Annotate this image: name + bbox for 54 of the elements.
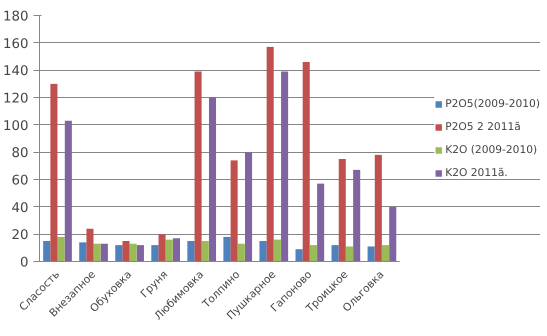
legend-label: K2O (2009-2010)	[445, 143, 538, 156]
bar	[194, 72, 202, 262]
bar	[187, 241, 194, 262]
bar	[94, 244, 101, 262]
legend-label: K2O 2011ã.	[445, 166, 508, 179]
bar	[266, 46, 274, 262]
bar	[58, 236, 65, 262]
y-tick-label: 100	[3, 118, 29, 134]
bar	[166, 240, 173, 262]
bar	[302, 62, 310, 262]
bar	[130, 244, 137, 262]
bar	[100, 244, 108, 262]
bar	[230, 160, 238, 262]
y-tick-label: 80	[12, 146, 29, 162]
y-tick-label: 140	[3, 64, 29, 80]
bar	[310, 245, 317, 262]
bar	[50, 84, 58, 262]
bar	[238, 244, 245, 262]
y-tick-label: 0	[20, 256, 29, 270]
bar	[245, 152, 252, 262]
bar	[79, 242, 86, 262]
y-tick-label: 180	[3, 10, 29, 24]
bar	[382, 245, 390, 262]
bar	[151, 245, 158, 262]
bar	[115, 245, 122, 262]
bar	[158, 234, 166, 262]
bar	[353, 170, 360, 262]
bar	[389, 206, 396, 262]
bar	[338, 159, 346, 262]
bar	[122, 241, 130, 262]
legend-label: P2O5 2 2011ã	[445, 120, 521, 133]
y-tick-label: 160	[3, 36, 29, 52]
bar	[64, 120, 72, 262]
bar	[346, 246, 354, 262]
bar	[368, 246, 375, 262]
bar	[317, 184, 324, 262]
bar	[274, 240, 281, 262]
bar	[259, 241, 266, 262]
bar	[223, 236, 230, 262]
legend-label: P2O5(2009-2010)	[445, 97, 540, 110]
bar	[295, 249, 303, 262]
y-tick-label: 60	[12, 174, 29, 188]
bar	[172, 238, 180, 262]
y-tick-label: 40	[12, 200, 29, 216]
bar	[281, 72, 288, 262]
bar	[86, 228, 94, 262]
bar	[136, 245, 144, 262]
bar	[43, 241, 50, 262]
bar	[202, 241, 209, 262]
bar	[208, 98, 216, 262]
bar	[332, 245, 339, 262]
bar	[374, 154, 382, 262]
y-tick-label: 20	[12, 228, 29, 244]
y-tick-label: 120	[3, 92, 29, 106]
